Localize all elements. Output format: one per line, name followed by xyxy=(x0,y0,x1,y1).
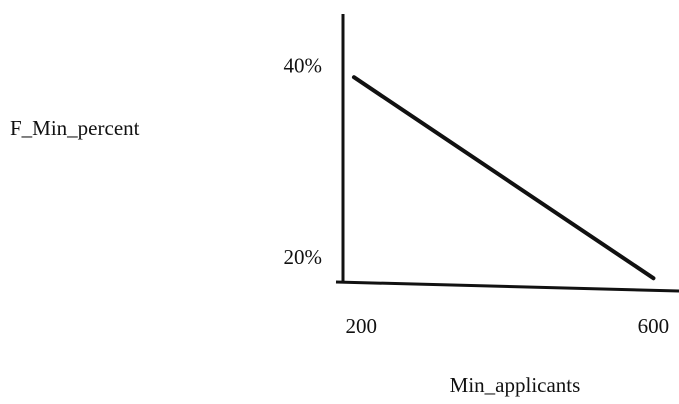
y-axis-title: F_Min_percent xyxy=(10,116,140,140)
x-tick-label: 200 xyxy=(346,314,378,338)
y-tick-label: 40% xyxy=(284,53,323,77)
x-axis xyxy=(335,280,679,293)
y-tick-label: 20% xyxy=(284,245,323,269)
x-axis-title: Min_applicants xyxy=(450,373,581,397)
x-tick-label: 600 xyxy=(638,314,670,338)
data-line xyxy=(351,75,656,281)
